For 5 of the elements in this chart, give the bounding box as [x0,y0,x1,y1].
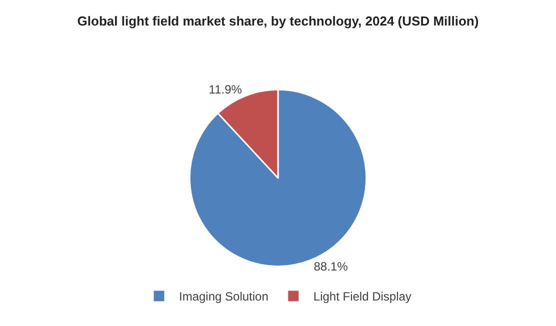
legend-label: Light Field Display [313,290,412,304]
data-label: 11.9% [208,82,242,97]
chart-title: Global light field market share, by technology, 2024 (USD Million) [77,13,479,28]
legend-label: Imaging Solution [179,290,268,304]
data-label: 88.1% [314,259,348,274]
